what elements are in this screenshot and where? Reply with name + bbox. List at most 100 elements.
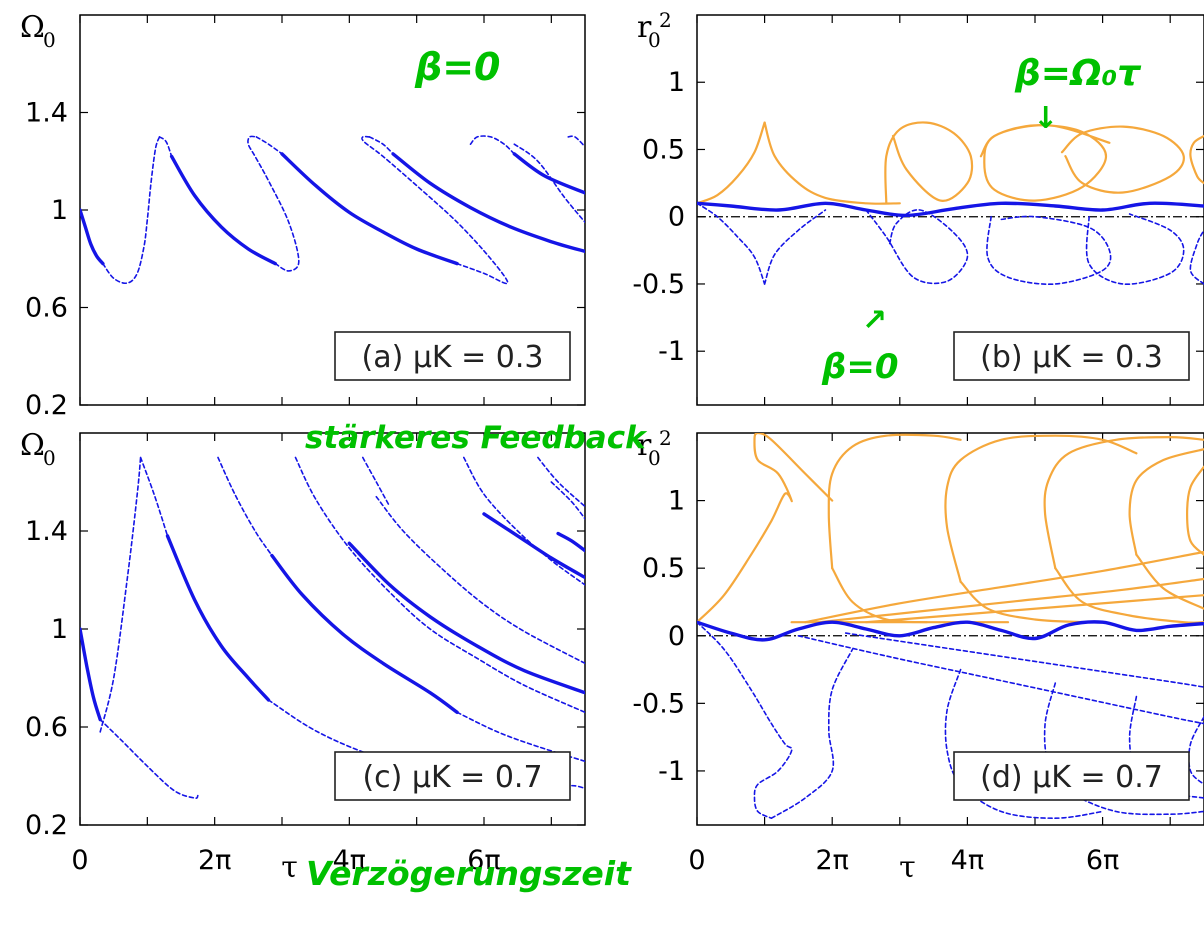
x-axis-label: τ <box>281 850 298 885</box>
y-tick-label: 0.6 <box>25 712 68 743</box>
panel-label: (b) μK = 0.3 <box>980 340 1163 375</box>
blue-dashed-curve <box>217 456 273 557</box>
blue-solid-curve <box>391 152 585 254</box>
orange-solid-curve <box>697 433 834 624</box>
panel-label-box <box>953 331 1190 381</box>
blue-dashed-curve <box>255 136 283 155</box>
y-tick-label: 1 <box>51 614 68 645</box>
y-tick-label: -0.5 <box>632 688 685 719</box>
x-tick-label: 2π <box>198 845 231 876</box>
orange-solid-curve <box>864 594 1204 624</box>
orange-solid-curve <box>884 121 974 205</box>
blue-dashed-curve <box>99 456 142 733</box>
blue-dashed-curve <box>567 135 585 148</box>
blue-dashed-curve <box>463 456 585 586</box>
orange-solid-curve <box>959 580 1091 624</box>
plot-area <box>697 121 1204 286</box>
orange-solid-curve <box>697 121 766 205</box>
blue-solid-curve <box>169 154 277 266</box>
annotation-beta-zero-top: β=0 <box>414 45 500 89</box>
x-tick-label: 6π <box>467 845 500 876</box>
y-tick-label: 1 <box>668 67 685 98</box>
plot-area <box>80 456 585 799</box>
x-tick-label: 4π <box>333 845 366 876</box>
panel-label-box <box>334 751 571 801</box>
y-tick-label: 0.5 <box>642 553 685 584</box>
blue-dashed-curve <box>247 135 300 272</box>
blue-dashed-curve <box>537 456 585 508</box>
orange-solid-curve <box>944 434 1138 583</box>
orange-solid-curve <box>804 550 1204 624</box>
y-axis-label-subscript: 0 <box>648 446 661 470</box>
blue-dashed-curve <box>102 136 161 285</box>
y-tick-label: 0 <box>668 621 685 652</box>
blue-dashed-curve <box>844 632 1204 688</box>
annotation-beta-zero-b: β=0 <box>821 347 898 387</box>
y-axis-label: r <box>637 10 652 45</box>
blue-dashed-curve <box>99 718 199 799</box>
blue-solid-curve <box>556 531 585 553</box>
y-tick-label: -1 <box>658 756 685 787</box>
blue-dashed-curve <box>763 209 827 285</box>
panel-label-box <box>953 751 1190 801</box>
y-tick-label: 1.4 <box>25 98 68 129</box>
orange-solid-curve <box>1060 125 1185 194</box>
x-axis-label: τ <box>899 850 916 885</box>
orange-solid-curve <box>1054 567 1204 624</box>
blue-dashed-curve <box>1085 213 1185 285</box>
panel-label: (d) μK = 0.7 <box>980 760 1163 795</box>
blue-solid-curve <box>512 152 585 195</box>
orange-solid-curve <box>1189 134 1204 185</box>
y-axis-label: Ω <box>20 428 45 463</box>
y-tick-label: 0.2 <box>25 390 68 421</box>
orange-solid-curve <box>817 577 1204 624</box>
x-tick-label: 0 <box>71 845 88 876</box>
blue-solid-curve <box>697 201 1204 218</box>
blue-solid-curve <box>347 541 585 695</box>
annotation-arrow-up: ↗ <box>862 303 887 338</box>
blue-solid-curve <box>482 512 585 580</box>
orange-solid-curve <box>1128 448 1204 556</box>
blue-solid-curve <box>270 553 459 714</box>
blue-dashed-curve <box>697 202 766 285</box>
y-tick-label: 0.2 <box>25 810 68 841</box>
y-tick-label: 1.4 <box>25 516 68 547</box>
x-tick-label: 6π <box>1086 845 1119 876</box>
y-axis-label: Ω <box>20 10 45 45</box>
y-axis-label-superscript: 2 <box>659 426 672 450</box>
orange-solid-curve <box>831 567 928 624</box>
blue-dashed-curve <box>550 481 585 520</box>
y-tick-label: -1 <box>658 336 685 367</box>
y-tick-label: 0 <box>668 202 685 233</box>
blue-solid-curve <box>80 208 105 266</box>
blue-dashed-curve <box>1187 716 1204 786</box>
annotation-delay-time: Verzögerungszeit <box>306 854 632 893</box>
blue-dashed-curve <box>469 135 516 155</box>
orange-solid-curve <box>1043 436 1204 570</box>
y-tick-label: -0.5 <box>632 269 685 300</box>
blue-dashed-curve <box>513 143 585 223</box>
y-axis-label: r <box>637 428 652 463</box>
blue-solid-curve <box>165 534 271 702</box>
plot-area <box>80 135 585 285</box>
y-axis-label-superscript: 2 <box>659 8 672 32</box>
y-axis-label-subscript: 0 <box>43 446 56 470</box>
blue-dashed-curve <box>361 135 509 285</box>
blue-dashed-curve <box>770 648 854 819</box>
orange-solid-curve <box>827 433 962 570</box>
x-tick-label: 0 <box>688 845 705 876</box>
blue-dashed-curve <box>1043 682 1204 816</box>
orange-solid-curve <box>763 121 901 205</box>
blue-dashed-curve <box>362 456 391 508</box>
blue-solid-curve <box>80 627 102 722</box>
orange-solid-curve <box>979 124 1111 202</box>
panel-label-box <box>334 331 571 381</box>
blue-dashed-curve <box>294 456 585 714</box>
annotation-beta-omega-tau: β=Ω₀τ <box>1014 53 1142 94</box>
blue-dashed-curve <box>158 136 173 158</box>
y-tick-label: 0.5 <box>642 134 685 165</box>
y-axis-label-subscript: 0 <box>43 28 56 52</box>
